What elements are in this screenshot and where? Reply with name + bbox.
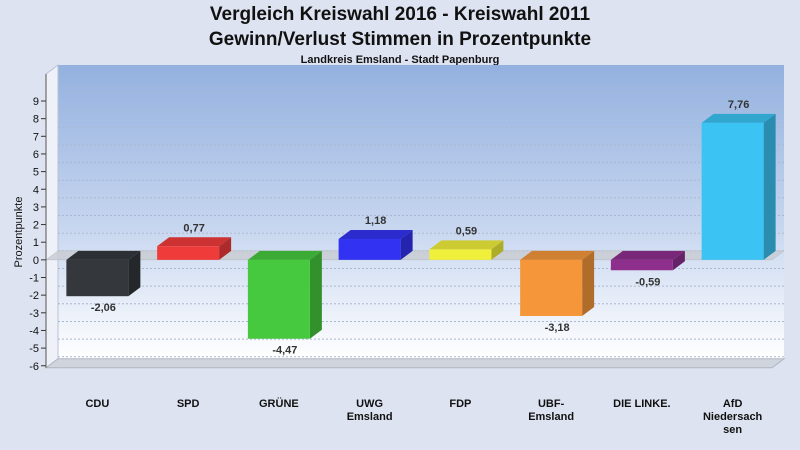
y-tick-label: 0 bbox=[33, 255, 39, 267]
chart-title: Vergleich Kreiswahl 2016 - Kreiswahl 201… bbox=[209, 4, 591, 25]
bar-top bbox=[610, 250, 685, 260]
y-tick-label: -4 bbox=[29, 325, 39, 337]
value-label: 0,59 bbox=[456, 225, 477, 237]
bar bbox=[610, 250, 685, 271]
bar bbox=[247, 250, 322, 339]
y-tick-label: -3 bbox=[29, 308, 39, 320]
floor bbox=[44, 358, 786, 369]
x-tick-label: UWG Emsland bbox=[346, 398, 393, 423]
y-tick-label: 4 bbox=[33, 184, 39, 196]
bar-side bbox=[582, 250, 595, 316]
bar bbox=[66, 250, 141, 297]
side-wall bbox=[45, 64, 59, 369]
bar-front bbox=[429, 249, 492, 260]
bar-front bbox=[701, 122, 764, 260]
x-tick-label: SPD bbox=[176, 398, 200, 410]
bar bbox=[338, 230, 413, 260]
y-tick-label: 9 bbox=[33, 96, 39, 108]
y-tick-label: 7 bbox=[33, 131, 39, 143]
y-tick-label: 2 bbox=[33, 220, 39, 232]
y-tick-label: 8 bbox=[33, 114, 39, 126]
bar-top bbox=[157, 237, 232, 247]
bar-side bbox=[309, 250, 322, 339]
bar-front bbox=[520, 259, 583, 316]
value-label: 0,77 bbox=[183, 222, 204, 234]
bar-front bbox=[610, 259, 673, 271]
x-tick-label: AfD Niedersach sen bbox=[702, 398, 763, 436]
bar-side bbox=[400, 230, 413, 260]
x-tick-label: GRÜNE bbox=[259, 398, 299, 410]
value-label: -4,47 bbox=[272, 345, 297, 357]
bar-side bbox=[219, 237, 232, 260]
plot-area bbox=[58, 65, 784, 359]
bar-top bbox=[247, 250, 322, 260]
bar bbox=[701, 113, 776, 260]
x-tick-label: DIE LINKE. bbox=[613, 398, 671, 410]
bar-front bbox=[247, 259, 310, 339]
y-tick-label: -2 bbox=[29, 290, 39, 302]
bar bbox=[157, 237, 232, 260]
bar bbox=[429, 240, 504, 260]
bar-top bbox=[66, 250, 141, 260]
bar-front bbox=[157, 246, 220, 260]
y-tick-label: 6 bbox=[33, 149, 39, 161]
y-tick-label: 3 bbox=[33, 202, 39, 214]
y-tick-label: 1 bbox=[33, 237, 39, 249]
bar bbox=[520, 250, 595, 316]
bar-top bbox=[520, 250, 595, 260]
chart-caption: Landkreis Emsland - Stadt Papenburg bbox=[300, 54, 500, 66]
bar-top bbox=[429, 240, 504, 250]
bar-side bbox=[491, 240, 504, 260]
value-label: -0,59 bbox=[635, 276, 660, 288]
value-label: 1,18 bbox=[365, 215, 386, 227]
x-tick-label: CDU bbox=[85, 398, 110, 410]
y-tick-label: -1 bbox=[29, 273, 39, 285]
y-axis-label: Prozentpunkte bbox=[13, 196, 25, 268]
x-tick-label: FDP bbox=[449, 398, 472, 410]
value-label: -3,18 bbox=[545, 322, 570, 334]
bar-front bbox=[66, 259, 129, 297]
value-label: -2,06 bbox=[91, 302, 116, 314]
chart-subtitle: Gewinn/Verlust Stimmen in Prozentpunkte bbox=[208, 29, 592, 50]
y-tick-label: 5 bbox=[33, 167, 39, 179]
value-label: 7,76 bbox=[728, 99, 749, 111]
bar-top bbox=[701, 113, 776, 123]
y-tick-label: -5 bbox=[29, 343, 39, 355]
bar-side bbox=[763, 113, 776, 260]
y-tick-label: -6 bbox=[29, 361, 39, 373]
bar-side bbox=[128, 250, 141, 297]
bar-top bbox=[338, 230, 413, 240]
bar-front bbox=[338, 239, 401, 260]
x-tick-label: UBF- Emsland bbox=[528, 398, 575, 423]
bar-side bbox=[672, 250, 685, 271]
